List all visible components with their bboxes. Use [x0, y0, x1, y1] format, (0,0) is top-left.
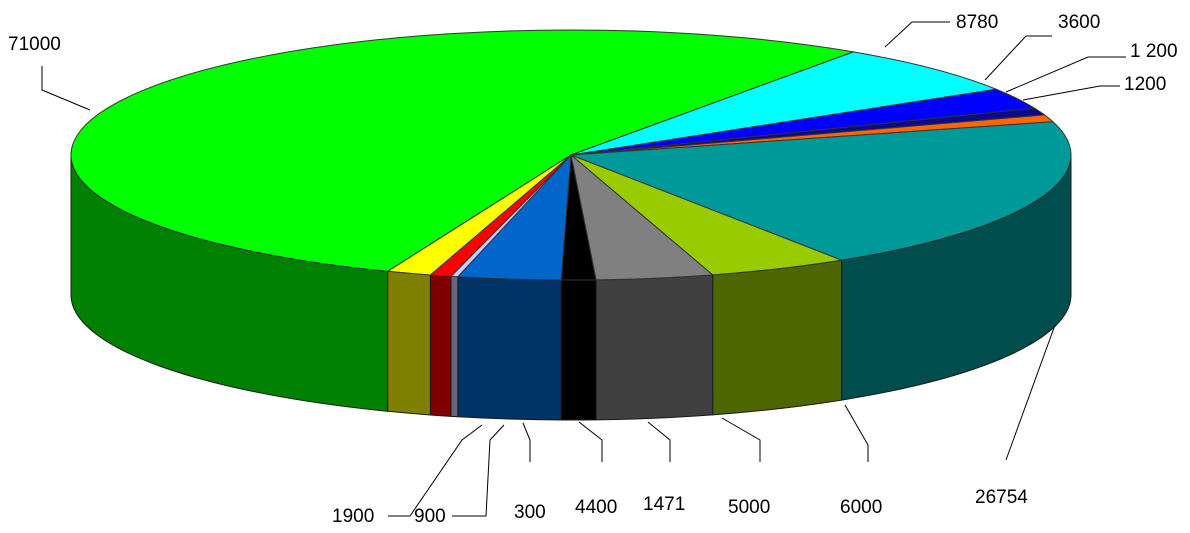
data-label-1200: 1200	[1124, 74, 1166, 95]
pie-side-1471	[560, 279, 597, 421]
leader-line-1200	[1005, 56, 1126, 93]
pie-side-4400	[457, 276, 562, 421]
data-label-1900: 1900	[332, 506, 374, 527]
pie-side-300	[450, 275, 459, 418]
pie-side-5000	[595, 274, 714, 421]
data-label-26754: 26754	[975, 487, 1028, 508]
leader-line-3600	[984, 35, 1052, 81]
pie-slice-8780	[570, 51, 999, 156]
leader-line-1471	[647, 421, 671, 462]
data-label-3600: 3600	[1058, 12, 1100, 33]
leader-line-6000	[844, 404, 869, 462]
data-label-300: 300	[514, 502, 546, 523]
pie-side-1900	[387, 270, 431, 416]
data-label-4400: 4400	[575, 497, 617, 518]
pie-side-900	[429, 274, 452, 417]
pie-side-6000	[712, 259, 843, 416]
data-label-5000: 5000	[728, 497, 770, 518]
data-label-6000: 6000	[840, 497, 882, 518]
leader-line-1900	[388, 424, 483, 517]
data-label-900: 900	[414, 506, 446, 527]
leader-line-1200	[1022, 85, 1120, 101]
leader-line-4400	[578, 421, 603, 462]
leader-line-26754	[1005, 324, 1056, 461]
leader-line-71000	[41, 66, 91, 111]
pie-slice-71000	[70, 29, 856, 272]
leader-line-8780	[884, 21, 950, 48]
data-label-1471: 1471	[643, 494, 685, 515]
data-label-1200: 1 200	[1130, 41, 1178, 62]
data-label-71000: 71000	[8, 34, 61, 55]
pie-sides-layer	[70, 154, 1072, 421]
leader-line-300	[522, 422, 531, 462]
pie-labels-layer: 71000 8780 3600 1 200 1200 26754 6000 5000 1471 4…	[8, 12, 1178, 527]
leader-line-900	[452, 424, 505, 517]
pie-tops-layer	[70, 29, 1072, 281]
pie-slice-1900	[386, 154, 572, 276]
pie-slice-26754	[570, 121, 1072, 261]
leader-line-5000	[721, 417, 761, 462]
data-label-8780: 8780	[956, 12, 998, 33]
